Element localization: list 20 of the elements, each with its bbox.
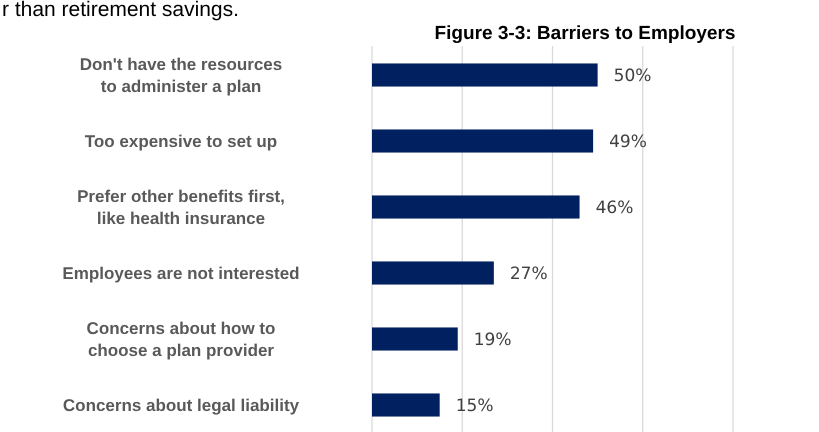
y-tick-label: Concerns about how to choose a plan provider bbox=[86, 318, 276, 360]
chart-title: Figure 3-3: Barriers to Employers bbox=[434, 23, 736, 44]
data-label: 15% bbox=[456, 396, 494, 416]
bar bbox=[372, 393, 440, 417]
y-tick-label: Employees are not interested bbox=[62, 264, 300, 283]
data-label: 49% bbox=[609, 132, 647, 152]
y-tick-label: Concerns about legal liability bbox=[62, 396, 300, 415]
data-label: 46% bbox=[596, 198, 634, 218]
data-label: 19% bbox=[474, 330, 512, 350]
bar bbox=[372, 261, 494, 285]
bar bbox=[372, 195, 580, 219]
bar bbox=[372, 63, 598, 87]
bar bbox=[372, 327, 458, 351]
data-label: 50% bbox=[614, 66, 652, 86]
y-tick-label: Prefer other benefits first, like health insurance bbox=[77, 186, 285, 228]
data-label: 27% bbox=[510, 264, 548, 284]
text: r than retirement savings. bbox=[2, 0, 239, 21]
y-tick-label: Don't have the resources to administer a plan bbox=[80, 54, 282, 96]
bar bbox=[372, 129, 594, 153]
y-tick-label: Too expensive to set up bbox=[84, 132, 278, 151]
